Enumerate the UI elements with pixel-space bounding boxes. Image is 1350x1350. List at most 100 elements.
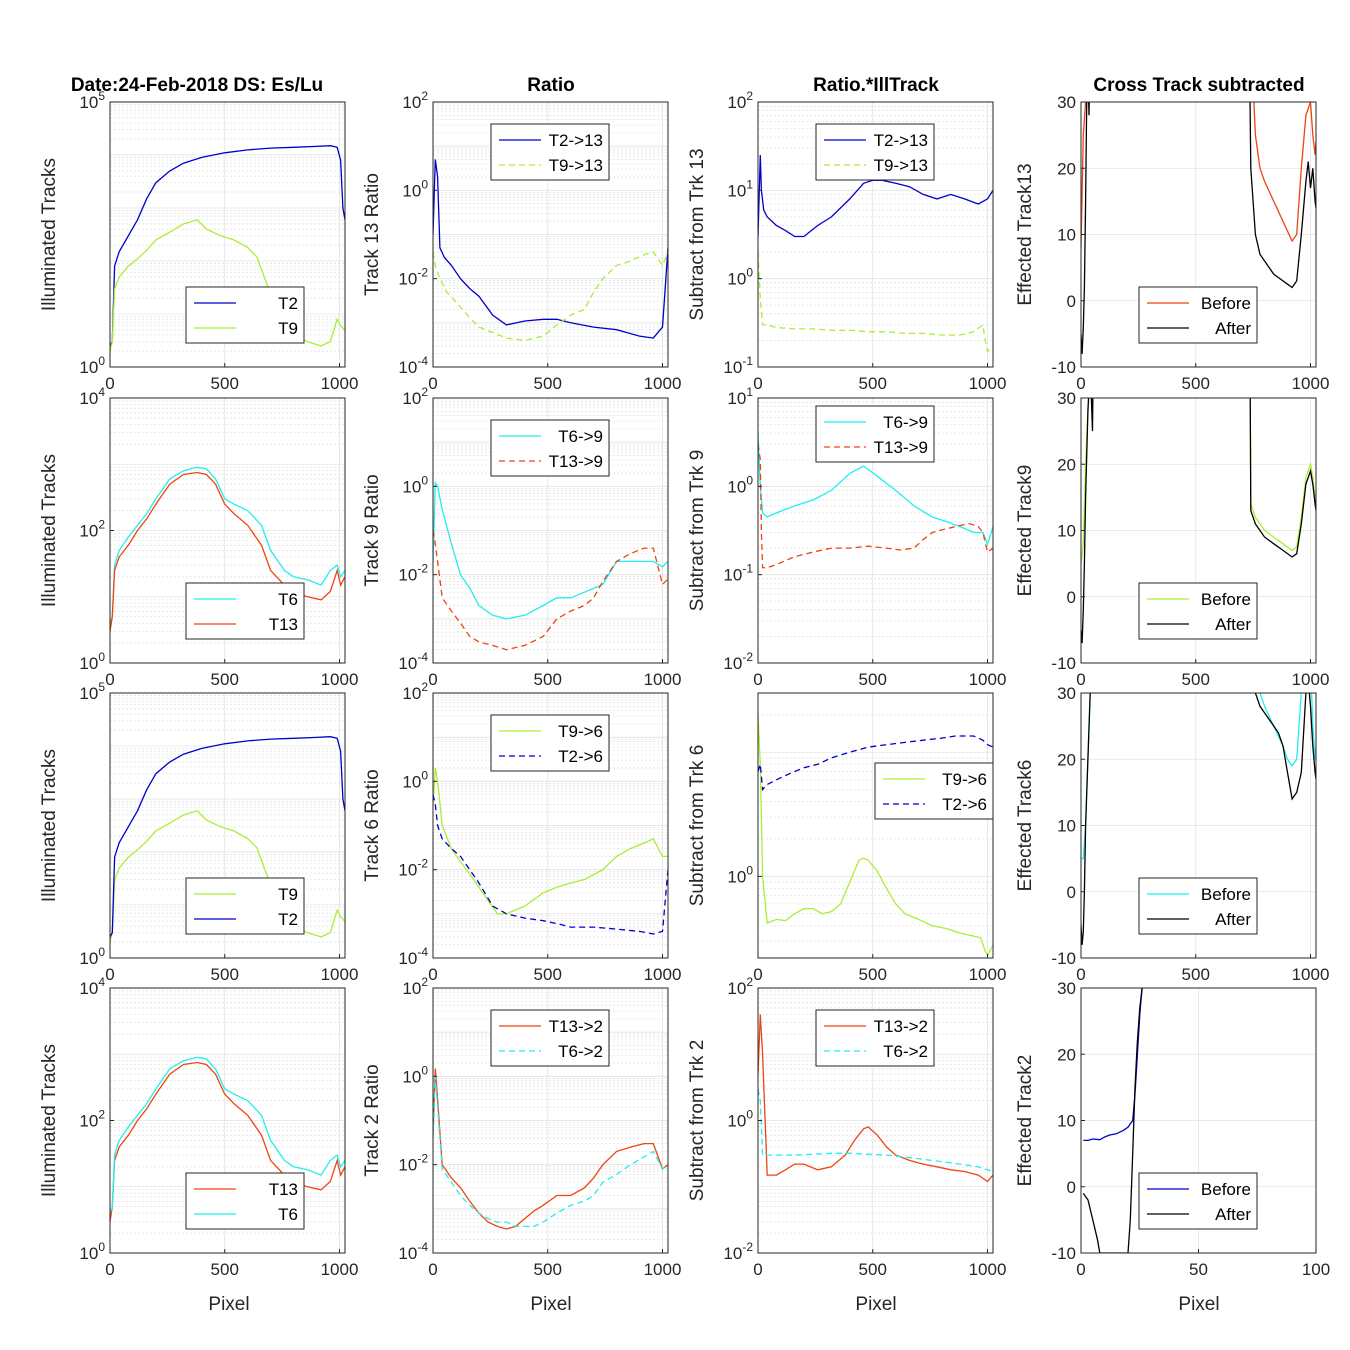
legend-label: T9->13 <box>549 156 603 175</box>
legend: T6->9 T13->9 <box>490 419 610 477</box>
y-axis-label: Effected Track6 <box>1015 760 1036 892</box>
series-line-t6 <box>110 466 345 624</box>
x-tick-label: 0 <box>753 965 762 984</box>
series-group <box>110 145 345 352</box>
x-tick-label: 0 <box>1076 374 1085 393</box>
x-tick-label: 1000 <box>321 374 359 393</box>
axes-box <box>432 101 669 368</box>
series-line-after <box>1081 693 1091 945</box>
y-axis-label: Illuminated Tracks <box>39 158 60 311</box>
series-group <box>758 714 993 958</box>
series-group <box>433 159 668 342</box>
legend-box <box>815 405 935 463</box>
y-tick-label: 101 <box>727 177 753 200</box>
x-tick-label: 100 <box>1302 1260 1330 1279</box>
y-tick-label: 20 <box>1057 750 1076 769</box>
y-tick-label: 10-2 <box>398 266 428 289</box>
legend-box <box>185 877 305 935</box>
y-tick-label: 100 <box>402 1063 428 1086</box>
legend-label: T2->6 <box>558 747 603 766</box>
x-tick-label: 1000 <box>1292 965 1330 984</box>
tick-labels: 0 500 1000 100 102 104 <box>79 975 358 1279</box>
tick-labels: 0 500 1000 100 105 <box>79 680 358 984</box>
legend-label: T13->2 <box>549 1017 603 1036</box>
x-label-4: Pixel <box>1178 1294 1219 1315</box>
y-tick-label: 10-2 <box>723 650 753 673</box>
tick-labels: 0 500 1000 100 105 <box>79 89 358 393</box>
series-line-after <box>1081 102 1090 354</box>
legend: Before After <box>1138 1172 1258 1230</box>
legend-label: T13->9 <box>549 452 603 471</box>
y-tick-label: 30 <box>1057 93 1076 112</box>
y-tick-label: 105 <box>79 680 105 703</box>
legend-box <box>1138 877 1258 935</box>
series-line-t9-13 <box>758 252 993 353</box>
y-axis-label: Subtract from Trk 13 <box>687 148 708 320</box>
y-tick-label: 100 <box>727 473 753 496</box>
panel-r3c2: 0 500 1000 10-4 10-2 100 102 Track 6 Ratio T9->6… <box>362 680 681 984</box>
legend-label: T13 <box>269 615 298 634</box>
legend-label: After <box>1215 910 1251 929</box>
legend-box <box>185 582 305 640</box>
x-tick-label: 500 <box>211 965 239 984</box>
series-group <box>1082 988 1143 1253</box>
y-tick-label: 0 <box>1067 1178 1076 1197</box>
legend-label: T9->6 <box>558 722 603 741</box>
y-axis-label: Effected Track13 <box>1015 163 1036 305</box>
y-tick-label: 10-2 <box>398 562 428 585</box>
legend-box <box>815 123 935 181</box>
x-tick-label: 0 <box>753 1260 762 1279</box>
y-tick-label: -10 <box>1051 1244 1076 1263</box>
x-label-2: Pixel <box>530 1294 571 1315</box>
x-tick-label: 1000 <box>644 965 682 984</box>
series-line-t9-13 <box>433 251 668 342</box>
tick-labels: 0 500 1000 100 <box>727 863 1006 984</box>
series-line-before <box>1081 102 1087 248</box>
y-axis-label: Subtract from Trk 2 <box>687 1040 708 1202</box>
y-tick-label: 0 <box>1067 292 1076 311</box>
y-tick-label: 10-2 <box>398 1152 428 1175</box>
panel-r1c3: 0 500 1000 10-1 100 101 102 Subtract from Trk 1… <box>687 89 1006 393</box>
x-tick-label: 1000 <box>1292 374 1330 393</box>
legend-label: T6->2 <box>883 1042 928 1061</box>
series-line-t2 <box>110 145 345 347</box>
legend-box <box>185 286 305 344</box>
axes-box <box>109 101 346 368</box>
axes-box <box>432 692 669 959</box>
axes-box <box>109 692 346 959</box>
legend-label: Before <box>1201 294 1251 313</box>
y-tick-label: 30 <box>1057 979 1076 998</box>
x-tick-label: 1000 <box>321 965 359 984</box>
series-group <box>110 736 345 943</box>
x-tick-label: 500 <box>859 965 887 984</box>
y-axis-label: Effected Track9 <box>1015 465 1036 597</box>
series-line-after-2 <box>1249 398 1316 558</box>
legend: T13->2 T6->2 <box>490 1009 610 1067</box>
series-line-t2-13 <box>758 155 993 238</box>
legend-box <box>1138 1172 1258 1230</box>
x-tick-label: 0 <box>105 965 114 984</box>
series-line-t9 <box>110 810 345 943</box>
legend: T2->13 T9->13 <box>815 123 935 181</box>
x-tick-label: 0 <box>1076 965 1085 984</box>
series-line-t2 <box>110 736 345 938</box>
y-tick-label: 10 <box>1057 1112 1076 1131</box>
y-axis-label: Track 2 Ratio <box>362 1064 383 1176</box>
x-tick-label: 1000 <box>644 1260 682 1279</box>
tick-labels: 0 500 1000 10-4 10-2 100 102 <box>398 89 681 393</box>
series-line-t13-9 <box>758 444 993 569</box>
series-line-t13-2 <box>758 1014 993 1183</box>
series-group <box>758 155 993 353</box>
x-tick-label: 500 <box>534 374 562 393</box>
axes-box <box>757 101 994 368</box>
legend-label: T2->6 <box>942 795 987 814</box>
y-tick-label: 10-2 <box>723 1240 753 1263</box>
series-line-t2-13 <box>433 159 668 339</box>
